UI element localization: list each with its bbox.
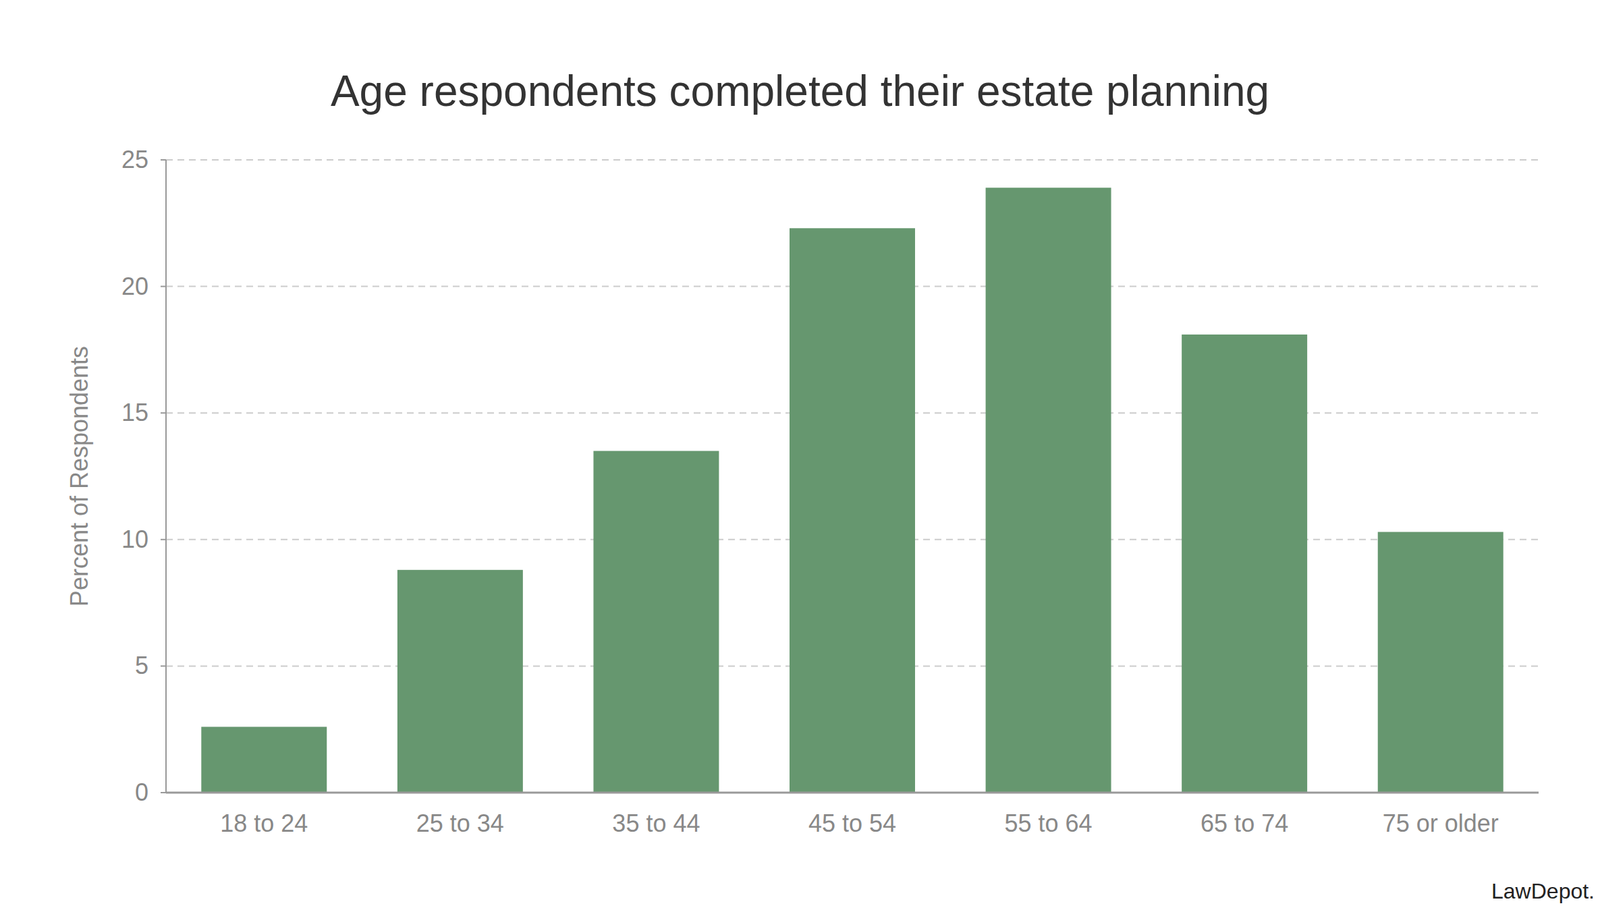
bar xyxy=(1181,334,1308,793)
x-tick-label: 55 to 64 xyxy=(1004,809,1093,838)
title: Age respondents completed their estate p… xyxy=(330,66,1270,116)
y-tick-label: 25 xyxy=(121,145,149,174)
x-tick-label: 25 to 34 xyxy=(416,809,505,838)
x-tick-label: 45 to 54 xyxy=(808,809,897,838)
y-tick-label: 0 xyxy=(134,778,149,807)
y-tick xyxy=(160,665,167,667)
y-axis-line xyxy=(165,159,167,793)
x-axis-line xyxy=(166,792,1539,795)
y-tick xyxy=(160,539,167,541)
y-tick-label: 10 xyxy=(121,525,149,554)
y-tick-label: 5 xyxy=(134,651,149,680)
x-tick-label: 18 to 24 xyxy=(219,809,308,838)
x-tick-label: 65 to 74 xyxy=(1200,809,1289,838)
bars xyxy=(201,187,1503,793)
y-tick-label: 20 xyxy=(121,272,149,301)
y-tick xyxy=(160,792,167,794)
grid-line xyxy=(166,159,1539,161)
x-tick-label: 35 to 44 xyxy=(612,809,700,838)
y-tick xyxy=(160,412,167,414)
bar xyxy=(985,187,1112,793)
bar xyxy=(593,450,719,793)
y-tick-label: 15 xyxy=(121,398,149,427)
chart: Age respondents completed their estate p… xyxy=(0,0,1600,910)
y-tick xyxy=(160,286,167,288)
bar xyxy=(789,228,916,793)
y-axis-label: Percent of Respondents xyxy=(65,346,94,607)
bar xyxy=(1377,532,1504,793)
x-tick-label: 75 or older xyxy=(1382,809,1499,838)
bar xyxy=(201,726,327,793)
bar xyxy=(397,570,523,793)
brand-logo: LawDepot. xyxy=(1491,879,1595,904)
y-tick xyxy=(160,159,167,161)
